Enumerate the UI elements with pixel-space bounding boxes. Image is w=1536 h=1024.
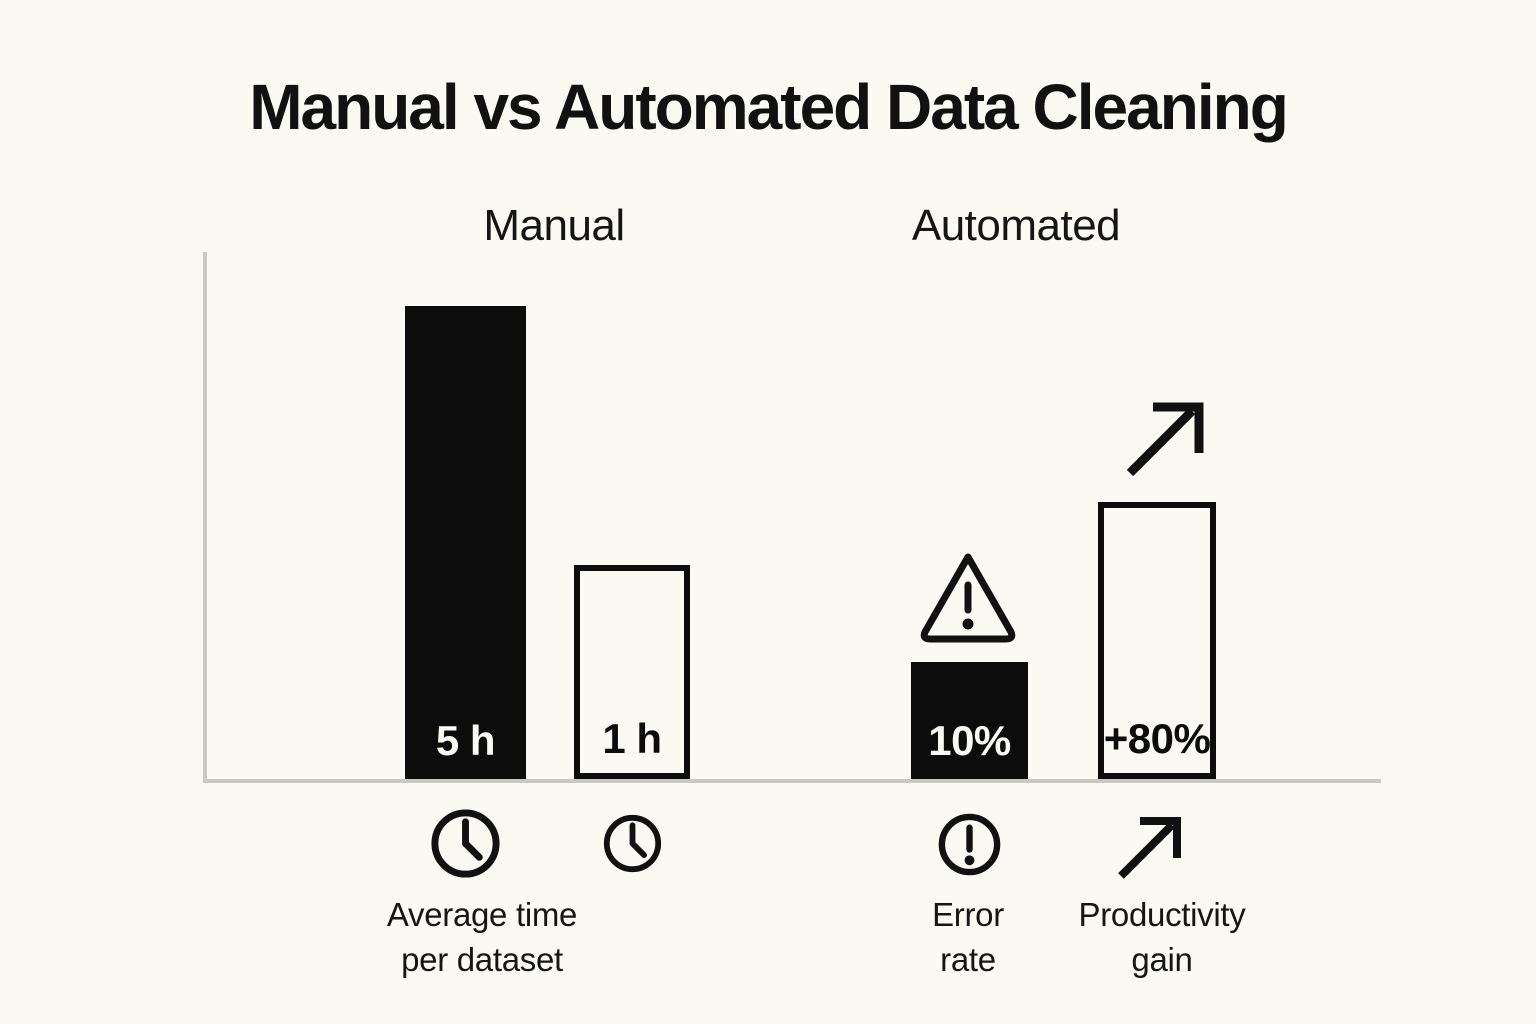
bar-manual-avg-time: 5 h (405, 306, 526, 779)
alert-circle-icon (936, 811, 1003, 878)
caption-line: gain (1131, 941, 1193, 978)
bar-value-label: 10% (928, 717, 1011, 764)
bar-automated-avg-time: 1 h (574, 565, 690, 779)
caption-error-rate: Error rate (932, 892, 1004, 982)
warning-triangle-icon (916, 548, 1020, 644)
caption-line: Average time (386, 896, 578, 933)
group-header-automated: Automated (911, 201, 1121, 250)
caption-line: Productivity (1078, 896, 1246, 933)
caption-line: per dataset (401, 941, 563, 978)
x-axis-line (203, 779, 1381, 783)
caption-average-time: Average time per dataset (386, 892, 578, 982)
caption-line: rate (940, 941, 996, 978)
y-axis-line (203, 252, 207, 783)
page-title: Manual vs Automated Data Cleaning (249, 71, 1289, 143)
bar-value-label: 1 h (602, 715, 662, 762)
bar-error-rate: 10% (911, 662, 1028, 779)
caption-line: Error (932, 896, 1004, 933)
bar-productivity-gain: +80% (1098, 502, 1216, 779)
caption-productivity-gain: Productivity gain (1079, 892, 1246, 982)
clock-icon (601, 812, 664, 875)
trend-up-arrow-icon (1122, 398, 1208, 480)
bar-value-label: 5 h (435, 717, 496, 764)
trend-up-arrow-icon (1114, 812, 1186, 882)
bar-value-label: +80% (1103, 715, 1211, 762)
clock-icon (428, 806, 503, 881)
group-header-manual: Manual (483, 201, 625, 250)
